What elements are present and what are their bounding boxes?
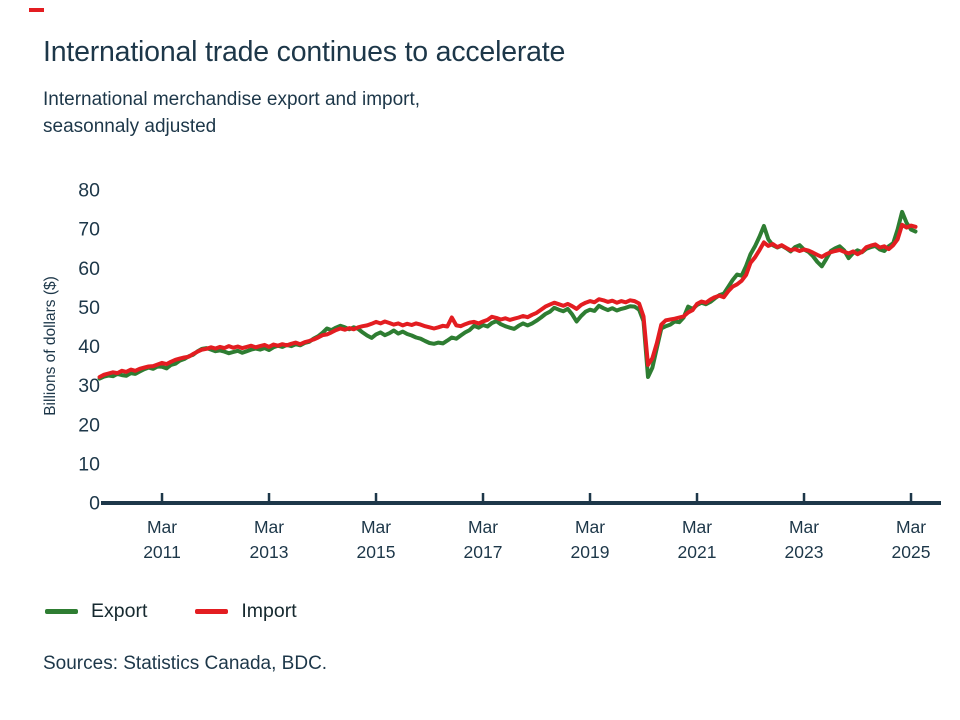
legend-item-export: Export (45, 600, 147, 623)
y-tick-label: 40 (78, 336, 100, 358)
x-tick-label-month: Mar (682, 517, 712, 537)
legend-item-import: Import (195, 600, 297, 623)
chart-subtitle-line1: International merchandise export and imp… (43, 89, 421, 110)
y-tick-label: 70 (78, 219, 100, 241)
y-axis-title: Billions of dollars ($) (42, 276, 59, 416)
import-line-swatch (195, 608, 229, 615)
series-line-export (97, 209, 918, 381)
x-tick-label-month: Mar (361, 517, 391, 537)
y-tick-label: 60 (78, 258, 100, 280)
chart-subtitle-line2: seasonnaly adjusted (43, 116, 217, 137)
x-tick-label-month: Mar (468, 517, 498, 537)
x-tick-label-year: 2019 (571, 542, 610, 562)
legend-label-export: Export (91, 600, 148, 622)
legend-label-import: Import (241, 600, 297, 622)
sources-note: Sources: Statistics Canada, BDC. (43, 653, 328, 674)
chart-subtitle: International merchandise export and imp… (43, 86, 643, 140)
y-tick-label: 50 (78, 297, 100, 319)
x-tick-label-month: Mar (254, 517, 284, 537)
x-tick-label-year: 2015 (357, 542, 396, 562)
x-tick-label-year: 2013 (250, 542, 289, 562)
series-line-import (97, 222, 918, 379)
page-title: International trade continues to acceler… (43, 36, 566, 68)
y-tick-label: 30 (78, 375, 100, 397)
x-tick-label-year: 2023 (785, 542, 824, 562)
legend: Export Import (45, 600, 297, 623)
brand-dash (29, 8, 44, 12)
y-tick-label: 80 (78, 180, 100, 202)
x-tick-label-year: 2011 (143, 542, 181, 562)
x-tick-label-year: 2025 (892, 542, 931, 562)
x-tick-label-year: 2017 (464, 542, 503, 562)
y-tick-label: 10 (78, 453, 100, 475)
x-tick-label-year: 2021 (678, 542, 717, 562)
y-tick-label: 20 (78, 414, 100, 436)
export-line-swatch (45, 608, 78, 615)
x-tick-label-month: Mar (147, 517, 177, 537)
x-tick-label-month: Mar (575, 517, 605, 537)
y-tick-label: 0 (89, 493, 100, 515)
x-tick-label-month: Mar (789, 517, 819, 537)
x-tick-label-month: Mar (896, 517, 926, 537)
